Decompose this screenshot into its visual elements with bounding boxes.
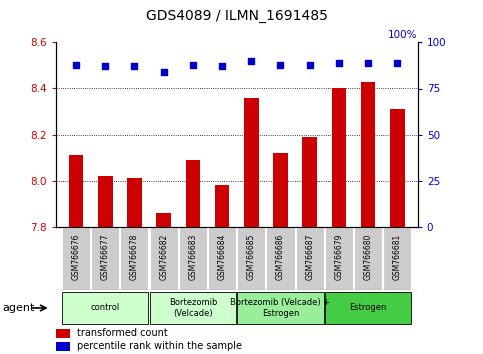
Text: GSM766681: GSM766681 bbox=[393, 234, 402, 280]
Bar bbox=[354, 227, 382, 290]
Text: control: control bbox=[91, 303, 120, 313]
Text: GSM766679: GSM766679 bbox=[334, 234, 343, 280]
Point bbox=[306, 62, 313, 67]
Bar bbox=[296, 227, 324, 290]
Point bbox=[247, 58, 255, 64]
Bar bbox=[91, 227, 119, 290]
Bar bbox=[127, 178, 142, 227]
Text: GDS4089 / ILMN_1691485: GDS4089 / ILMN_1691485 bbox=[146, 9, 327, 23]
Bar bbox=[56, 329, 70, 338]
Point bbox=[101, 64, 109, 69]
Bar bbox=[62, 227, 90, 290]
Point bbox=[277, 62, 284, 67]
Bar bbox=[179, 227, 207, 290]
Text: GSM766685: GSM766685 bbox=[247, 234, 256, 280]
Bar bbox=[244, 98, 258, 227]
Text: GSM766687: GSM766687 bbox=[305, 234, 314, 280]
Bar bbox=[325, 292, 412, 324]
Text: Bortezomib
(Velcade): Bortezomib (Velcade) bbox=[169, 298, 217, 318]
Bar bbox=[237, 292, 324, 324]
Point bbox=[394, 60, 401, 65]
Bar bbox=[156, 213, 171, 227]
Bar bbox=[215, 185, 229, 227]
Point bbox=[218, 64, 226, 69]
Bar bbox=[208, 227, 236, 290]
Text: agent: agent bbox=[2, 303, 35, 313]
Point bbox=[335, 60, 343, 65]
Bar bbox=[98, 176, 113, 227]
Point bbox=[130, 64, 138, 69]
Bar bbox=[150, 292, 236, 324]
Bar bbox=[361, 81, 375, 227]
Text: Bortezomib (Velcade) +
Estrogen: Bortezomib (Velcade) + Estrogen bbox=[230, 298, 330, 318]
Text: transformed count: transformed count bbox=[77, 328, 168, 338]
Text: GSM766680: GSM766680 bbox=[364, 234, 372, 280]
Bar bbox=[390, 109, 405, 227]
Bar bbox=[120, 227, 148, 290]
Text: GSM766683: GSM766683 bbox=[188, 234, 198, 280]
Bar bbox=[384, 227, 412, 290]
Text: GSM766677: GSM766677 bbox=[101, 234, 110, 280]
Text: GSM766676: GSM766676 bbox=[71, 234, 81, 280]
Text: GSM766686: GSM766686 bbox=[276, 234, 285, 280]
Point bbox=[189, 62, 197, 67]
Bar bbox=[325, 227, 353, 290]
Bar bbox=[62, 292, 148, 324]
Text: 100%: 100% bbox=[388, 30, 418, 40]
Point bbox=[72, 62, 80, 67]
Bar bbox=[273, 153, 288, 227]
Bar bbox=[69, 155, 83, 227]
Bar bbox=[332, 88, 346, 227]
Text: GSM766682: GSM766682 bbox=[159, 234, 168, 280]
Point bbox=[160, 69, 168, 75]
Point bbox=[364, 60, 372, 65]
Bar bbox=[237, 227, 265, 290]
Bar bbox=[150, 227, 178, 290]
Bar bbox=[185, 160, 200, 227]
Bar bbox=[267, 227, 295, 290]
Text: GSM766684: GSM766684 bbox=[217, 234, 227, 280]
Text: GSM766678: GSM766678 bbox=[130, 234, 139, 280]
Bar bbox=[302, 137, 317, 227]
Text: Estrogen: Estrogen bbox=[349, 303, 387, 313]
Bar bbox=[56, 342, 70, 350]
Text: percentile rank within the sample: percentile rank within the sample bbox=[77, 341, 242, 352]
